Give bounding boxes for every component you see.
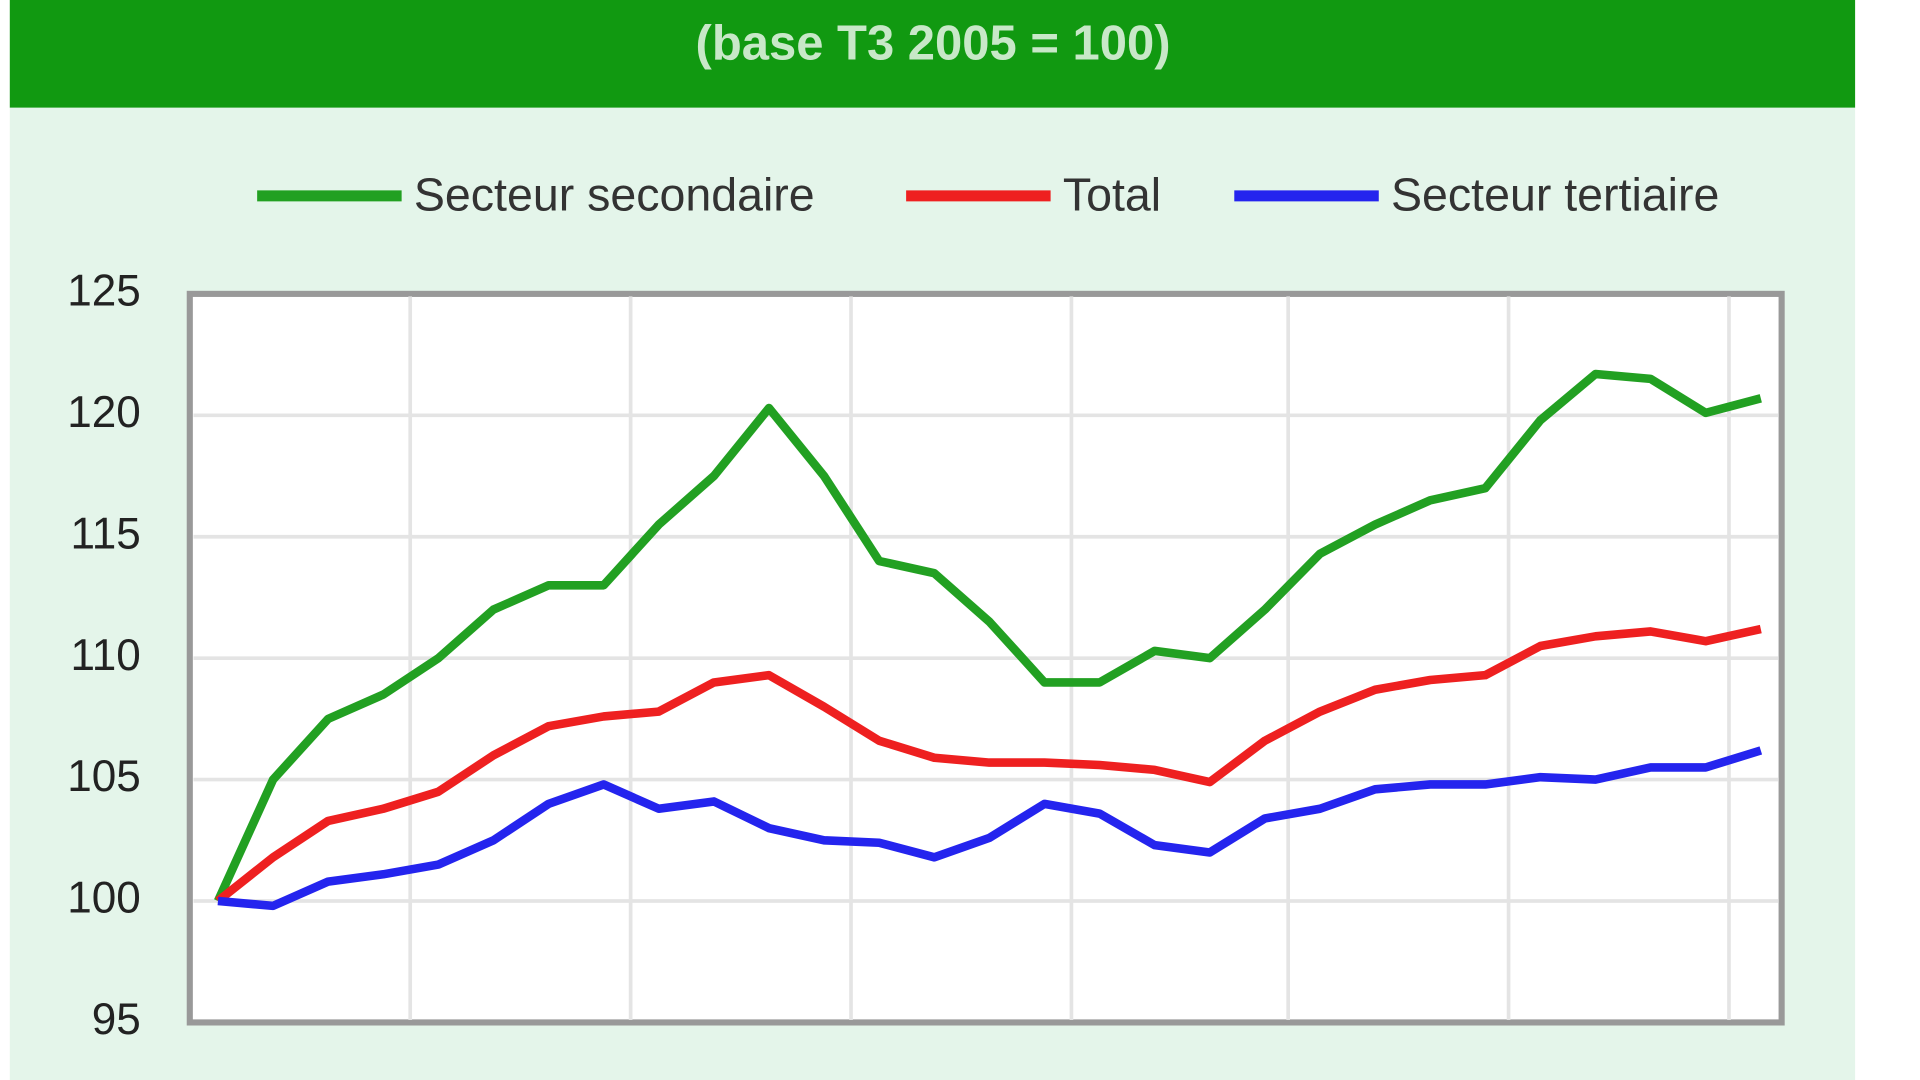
chart-subtitle: (base T3 2005 = 100) [696,16,1171,70]
plot-layer: 95 100 105 110 115 120 125 Secteur secondaire To… [67,169,1778,1044]
legend-label: Total [1063,169,1161,221]
header-band [9,0,1856,108]
y-tick-label: 100 [67,874,141,923]
y-tick-label: 110 [71,631,141,680]
series-line [217,746,1763,911]
series-line [214,369,1762,903]
y-tick-label: 105 [67,752,141,801]
y-tick-label: 95 [92,995,141,1044]
legend-label: Secteur secondaire [414,169,815,221]
y-tick-label: 115 [71,509,141,558]
y-tick-label: 120 [67,388,141,437]
legend-label: Secteur tertiaire [1391,169,1719,221]
series-line [215,624,1762,905]
y-tick-label: 125 [67,267,141,316]
